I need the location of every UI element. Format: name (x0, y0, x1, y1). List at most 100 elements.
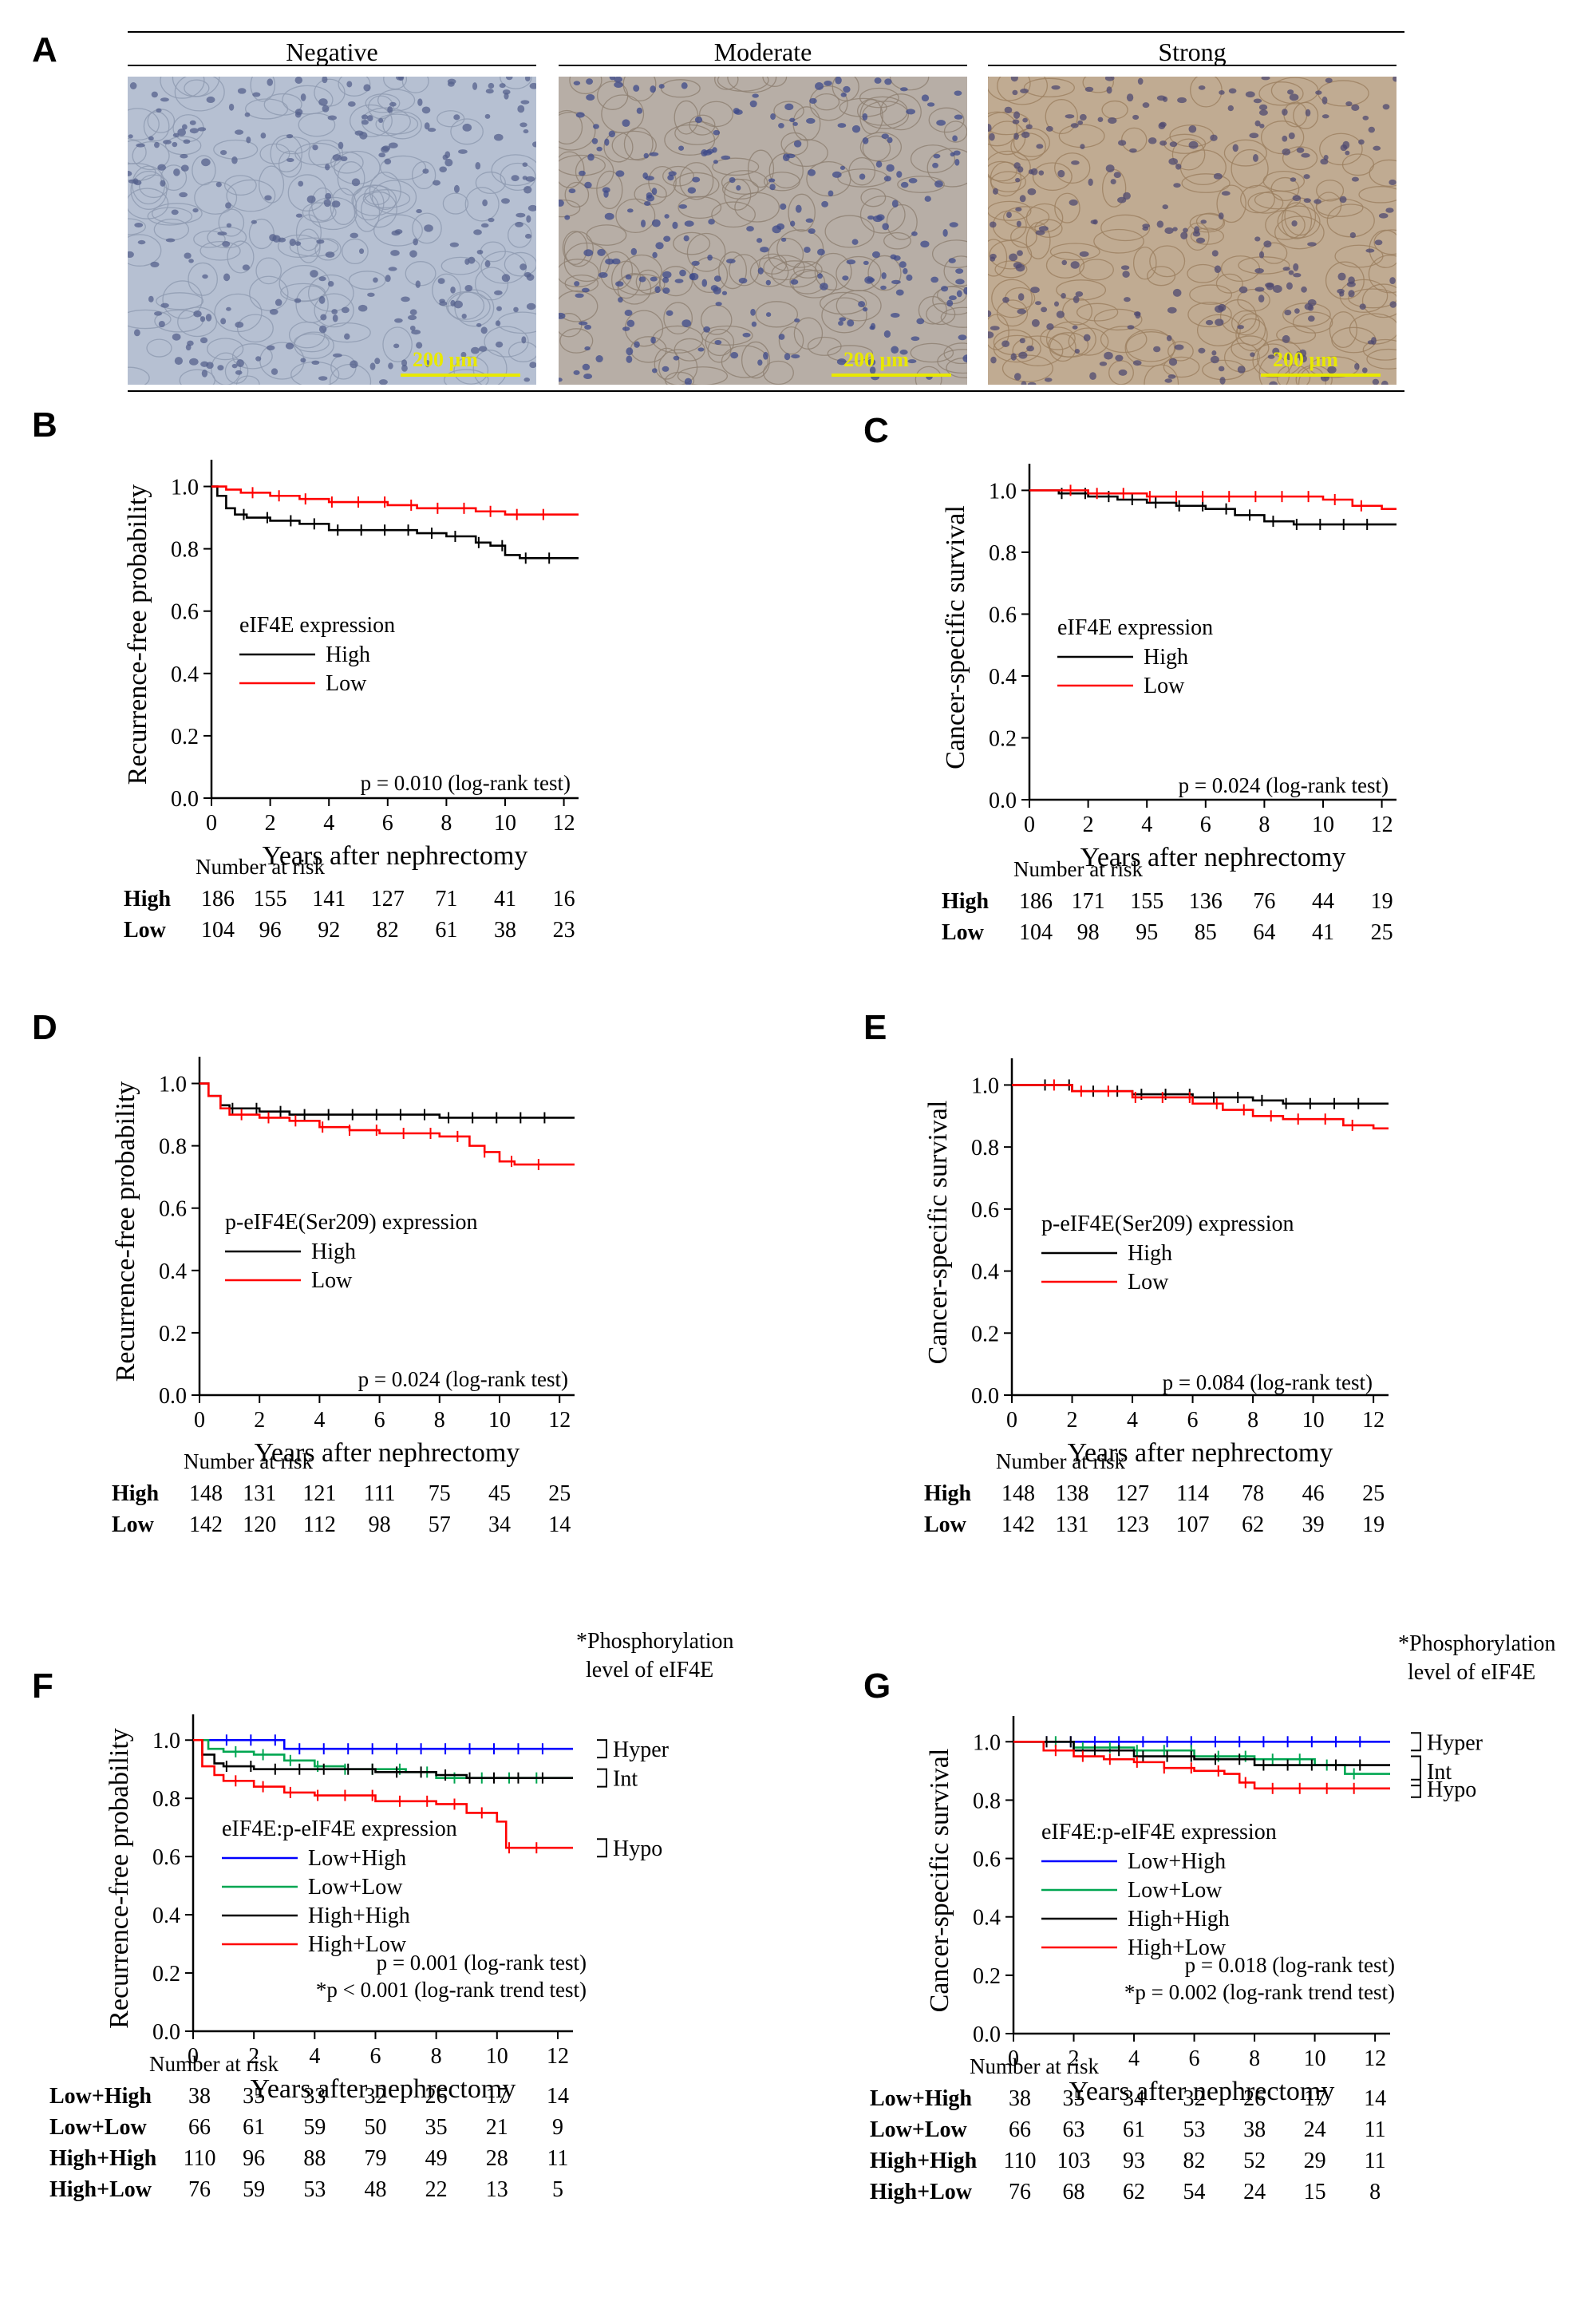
survival-curve-low-low (193, 1738, 573, 1779)
risk-count: 11 (547, 2146, 568, 2171)
risk-count: 44 (1312, 889, 1334, 914)
y-tick-label: 0.4 (152, 1904, 180, 1928)
risk-count: 155 (1130, 889, 1163, 914)
x-tick-label: 2 (265, 811, 276, 836)
risk-count: 107 (1176, 1512, 1210, 1537)
x-tick-label: 2 (248, 2044, 259, 2069)
risk-count: 32 (1183, 2086, 1206, 2111)
y-tick-label: 0.6 (973, 1848, 1001, 1872)
risk-count: 63 (1063, 2117, 1085, 2142)
risk-count: 123 (1116, 1512, 1149, 1537)
survival-curve-low (1012, 1084, 1389, 1130)
risk-table-title: Number at risk (149, 2052, 279, 2076)
risk-count: 155 (254, 887, 287, 911)
risk-table-title: Number at risk (996, 1449, 1125, 1473)
tissue-texture (559, 77, 967, 385)
phospho-title: *Phosphorylation (576, 1629, 734, 1654)
risk-count: 75 (429, 1481, 451, 1506)
survival-curve-high-low (1013, 1740, 1390, 1790)
y-tick-label: 0.6 (171, 600, 199, 625)
risk-count: 79 (364, 2146, 386, 2171)
y-tick-label: 0.6 (152, 1845, 180, 1870)
risk-count: 17 (1304, 2086, 1326, 2111)
x-tick-label: 4 (1128, 2046, 1140, 2071)
x-axis-label: Years after nephrectomy (255, 1438, 520, 1468)
risk-count: 41 (1312, 920, 1334, 945)
risk-count: 120 (243, 1512, 276, 1537)
p-value-text: p = 0.010 (log-rank test) (361, 771, 571, 795)
panel-letter-d: D (32, 1008, 57, 1047)
x-tick-label: 0 (194, 1408, 205, 1433)
phospho-level-int: Int (613, 1767, 638, 1792)
x-tick-label: 8 (440, 811, 452, 836)
risk-count: 14 (1364, 2086, 1386, 2111)
risk-row-label: Low (942, 920, 985, 945)
risk-count: 38 (188, 2084, 211, 2109)
y-axis-label: Cancer-specific survival (941, 505, 970, 769)
risk-count: 62 (1123, 2180, 1145, 2204)
histology-image-moderate: 200 μm (559, 77, 967, 385)
x-tick-label: 8 (434, 1408, 445, 1433)
risk-count: 11 (1365, 2117, 1386, 2142)
risk-row-label: High+Low (49, 2177, 152, 2202)
x-tick-label: 0 (1006, 1408, 1017, 1433)
risk-count: 71 (435, 887, 457, 911)
y-tick-label: 0.2 (971, 1322, 999, 1346)
scale-bar (832, 374, 951, 377)
risk-count: 64 (1253, 920, 1275, 945)
legend-entry-high-low: High+Low (1128, 1935, 1227, 1960)
x-tick-label: 8 (1247, 1408, 1258, 1433)
risk-count: 39 (1302, 1512, 1325, 1537)
risk-row-label: Low (124, 918, 167, 943)
risk-count: 66 (188, 2115, 211, 2140)
x-axis-label: Years after nephrectomy (263, 841, 528, 871)
y-tick-label: 0.4 (971, 1260, 999, 1285)
legend-entry-high: High (311, 1239, 356, 1264)
risk-count: 131 (243, 1481, 276, 1506)
phospho-subtitle: level of eIF4E (1408, 1660, 1535, 1685)
y-tick-label: 0.0 (973, 2022, 1001, 2047)
risk-count: 53 (1183, 2117, 1206, 2142)
y-axis-label: Recurrence-free probability (111, 1081, 140, 1382)
p-value-text: p = 0.001 (log-rank test) (377, 1951, 587, 1975)
x-tick-label: 12 (1362, 1408, 1385, 1433)
risk-count: 127 (1116, 1481, 1149, 1506)
y-tick-label: 0.8 (989, 541, 1017, 566)
panel-letter-f: F (32, 1666, 53, 1706)
phospho-level-int: Int (1427, 1760, 1452, 1785)
panel-letter-a: A (32, 30, 57, 69)
scale-bar-label: 200 μm (413, 348, 478, 371)
image-header: Strong (1158, 38, 1226, 66)
image-header: Moderate (714, 38, 812, 66)
x-tick-label: 2 (1067, 1408, 1078, 1433)
y-tick-label: 0.4 (159, 1259, 187, 1284)
bracket (597, 1838, 607, 1858)
x-tick-label: 12 (553, 811, 575, 836)
x-axis-label: Years after nephrectomy (1068, 1438, 1333, 1468)
x-tick-label: 0 (1008, 2046, 1019, 2071)
x-tick-label: 8 (1249, 2046, 1260, 2071)
y-tick-label: 0.8 (171, 538, 199, 563)
risk-count: 98 (1077, 920, 1100, 945)
risk-count: 26 (425, 2084, 448, 2109)
risk-row-label: Low (924, 1512, 967, 1537)
risk-count: 35 (243, 2084, 265, 2109)
panel-letter-e: E (863, 1008, 887, 1047)
x-tick-label: 6 (369, 2044, 381, 2069)
risk-count: 82 (1183, 2149, 1206, 2173)
legend-title: eIF4E expression (1057, 615, 1213, 640)
risk-count: 52 (1243, 2149, 1266, 2173)
risk-count: 38 (1243, 2117, 1266, 2142)
risk-row-label: Low+Low (870, 2117, 968, 2142)
risk-row-label: Low+High (49, 2084, 152, 2109)
risk-count: 78 (1242, 1481, 1264, 1506)
y-tick-label: 1.0 (159, 1073, 187, 1097)
x-tick-label: 4 (1127, 1408, 1138, 1433)
x-tick-label: 12 (548, 1408, 571, 1433)
y-tick-label: 1.0 (152, 1729, 180, 1753)
risk-count: 111 (364, 1481, 396, 1506)
x-tick-label: 12 (547, 2044, 569, 2069)
x-tick-label: 6 (1200, 812, 1211, 837)
risk-row-label: Low+High (870, 2086, 972, 2111)
y-tick-label: 0.8 (152, 1787, 180, 1812)
